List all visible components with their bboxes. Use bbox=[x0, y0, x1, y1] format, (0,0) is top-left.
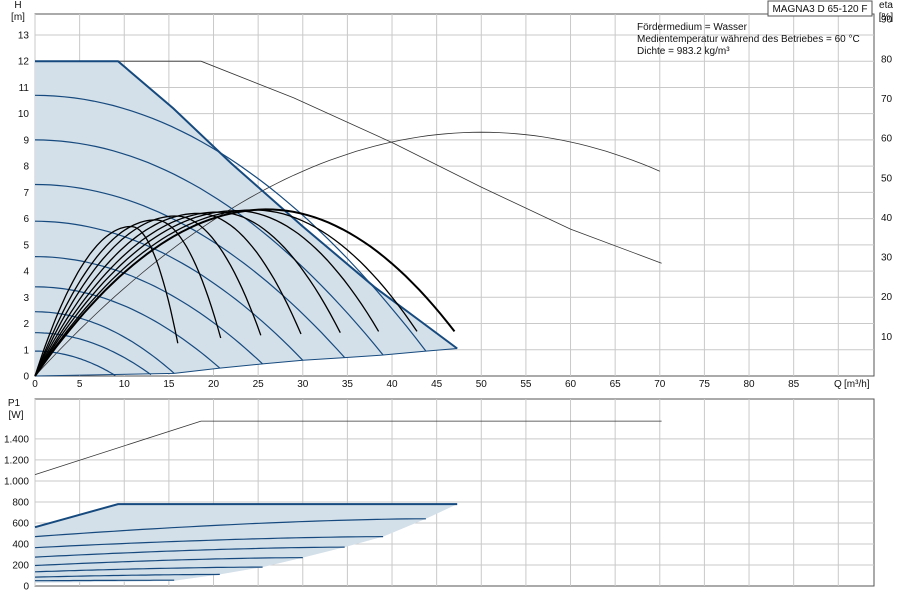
x-tick-label: 80 bbox=[743, 379, 755, 390]
x-tick-label: 15 bbox=[163, 379, 175, 390]
thin-head-curve bbox=[35, 60, 662, 264]
p1-tick-label: 1.000 bbox=[4, 476, 29, 487]
bottom-panel: 0 200 400 600 800 1.000 1.200 1.400 P1 [W] bbox=[4, 398, 875, 593]
y-tick-label: 5 bbox=[23, 240, 29, 251]
power-speed-curve bbox=[34, 536, 384, 549]
efficiency-curve bbox=[34, 215, 262, 377]
bottom-ticks: 0 200 400 600 800 1.000 1.200 1.400 bbox=[4, 434, 29, 592]
x-tick-label: 50 bbox=[476, 379, 488, 390]
y-tick-label: 7 bbox=[23, 188, 29, 199]
y-tick-label: 13 bbox=[18, 30, 30, 41]
y2-tick-label: 70 bbox=[881, 94, 893, 105]
x-axis-label-q: Q bbox=[834, 379, 842, 390]
speed-curve bbox=[34, 139, 384, 356]
x-tick-label: 10 bbox=[119, 379, 131, 390]
x-tick-label: 0 bbox=[32, 379, 38, 390]
max-power-curve bbox=[34, 503, 458, 529]
power-speed-curve bbox=[34, 566, 263, 573]
y-tick-label: 4 bbox=[23, 267, 29, 278]
thin-power-curve bbox=[34, 420, 662, 475]
y2-axis-unit-eta: [%] bbox=[879, 12, 894, 23]
efficiency-curve bbox=[34, 210, 380, 377]
max-head-curve bbox=[35, 60, 458, 350]
x-tick-label: 75 bbox=[699, 379, 711, 390]
p1-tick-label: 600 bbox=[12, 518, 29, 529]
speed-curve bbox=[34, 220, 304, 361]
y-tick-label: 1 bbox=[23, 345, 29, 356]
x-tick-label: 40 bbox=[386, 379, 398, 390]
y-tick-label: 10 bbox=[18, 109, 30, 120]
power-speed-curve bbox=[34, 518, 426, 538]
y-tick-label: 0 bbox=[23, 372, 29, 383]
x-tick-label: 35 bbox=[342, 379, 354, 390]
power-speed-curve bbox=[34, 546, 345, 558]
y-tick-label: 12 bbox=[18, 57, 30, 68]
y2-tick-label: 80 bbox=[881, 54, 893, 65]
efficiency-curve bbox=[34, 209, 418, 377]
y-axis-label-p1: P1 bbox=[8, 398, 21, 409]
x-tick-label: 25 bbox=[253, 379, 265, 390]
y2-tick-label: 90 bbox=[881, 15, 893, 26]
y-axis-unit-h: [m] bbox=[11, 12, 25, 23]
power-area bbox=[35, 504, 458, 583]
y2-tick-label: 50 bbox=[881, 173, 893, 184]
info-line-temperature: Medientemperatur während des Betriebes =… bbox=[637, 34, 860, 45]
y2-axis-label-eta: eta bbox=[879, 0, 893, 11]
chart-title: MAGNA3 D 65-120 F bbox=[772, 4, 867, 15]
power-speed-curve bbox=[34, 557, 303, 567]
y-axis-label-h: H bbox=[14, 0, 21, 11]
y-tick-label: 3 bbox=[23, 293, 29, 304]
p1-tick-label: 800 bbox=[12, 497, 29, 508]
power-speed-curve bbox=[34, 573, 220, 578]
p1-tick-label: 0 bbox=[23, 582, 29, 593]
x-tick-label: 85 bbox=[788, 379, 800, 390]
y-axis-unit-p1: [W] bbox=[9, 410, 24, 421]
p1-tick-label: 1.200 bbox=[4, 455, 29, 466]
power-area-fill bbox=[35, 504, 458, 583]
x-tick-label: 30 bbox=[297, 379, 309, 390]
efficiency-curve bbox=[34, 212, 302, 377]
top-curves bbox=[34, 60, 662, 377]
min-head-curve bbox=[34, 348, 458, 377]
y2-tick-label: 30 bbox=[881, 253, 893, 264]
y-tick-label: 9 bbox=[23, 135, 29, 146]
p1-tick-label: 400 bbox=[12, 539, 29, 550]
p1-tick-label: 200 bbox=[12, 560, 29, 571]
x-tick-label: 45 bbox=[431, 379, 443, 390]
info-line-medium: Fördermedium = Wasser bbox=[637, 22, 748, 33]
x-tick-label: 60 bbox=[565, 379, 577, 390]
speed-curve bbox=[34, 286, 221, 369]
info-line-density: Dichte = 983.2 kg/m³ bbox=[637, 46, 730, 57]
x-tick-label: 55 bbox=[520, 379, 532, 390]
y-tick-label: 11 bbox=[19, 83, 30, 94]
p1-tick-label: 1.400 bbox=[4, 434, 29, 445]
y2-tick-label: 20 bbox=[881, 292, 893, 303]
title-box bbox=[767, 0, 873, 17]
y2-tick-label: 40 bbox=[881, 213, 893, 224]
x-tick-label: 65 bbox=[610, 379, 622, 390]
x-tick-label: 70 bbox=[654, 379, 666, 390]
thin-efficiency-curve bbox=[34, 131, 660, 377]
y2-tick-label: 10 bbox=[881, 332, 893, 343]
y-tick-label: 8 bbox=[23, 162, 29, 173]
y2-tick-label: 60 bbox=[881, 134, 893, 145]
x-tick-label: 20 bbox=[208, 379, 220, 390]
efficiency-curve bbox=[34, 211, 341, 377]
power-speed-curve bbox=[35, 579, 175, 582]
speed-curve bbox=[34, 94, 427, 352]
y-tick-label: 6 bbox=[23, 214, 29, 225]
x-tick-label: 5 bbox=[77, 379, 83, 390]
efficiency-curve bbox=[34, 208, 456, 377]
bottom-curves bbox=[34, 420, 662, 582]
y-tick-label: 2 bbox=[23, 319, 29, 330]
efficiency-curve bbox=[34, 225, 179, 377]
efficiency-curve bbox=[34, 219, 222, 377]
speed-curve bbox=[34, 256, 264, 365]
x-axis-unit-q: [m³/h] bbox=[844, 379, 870, 390]
